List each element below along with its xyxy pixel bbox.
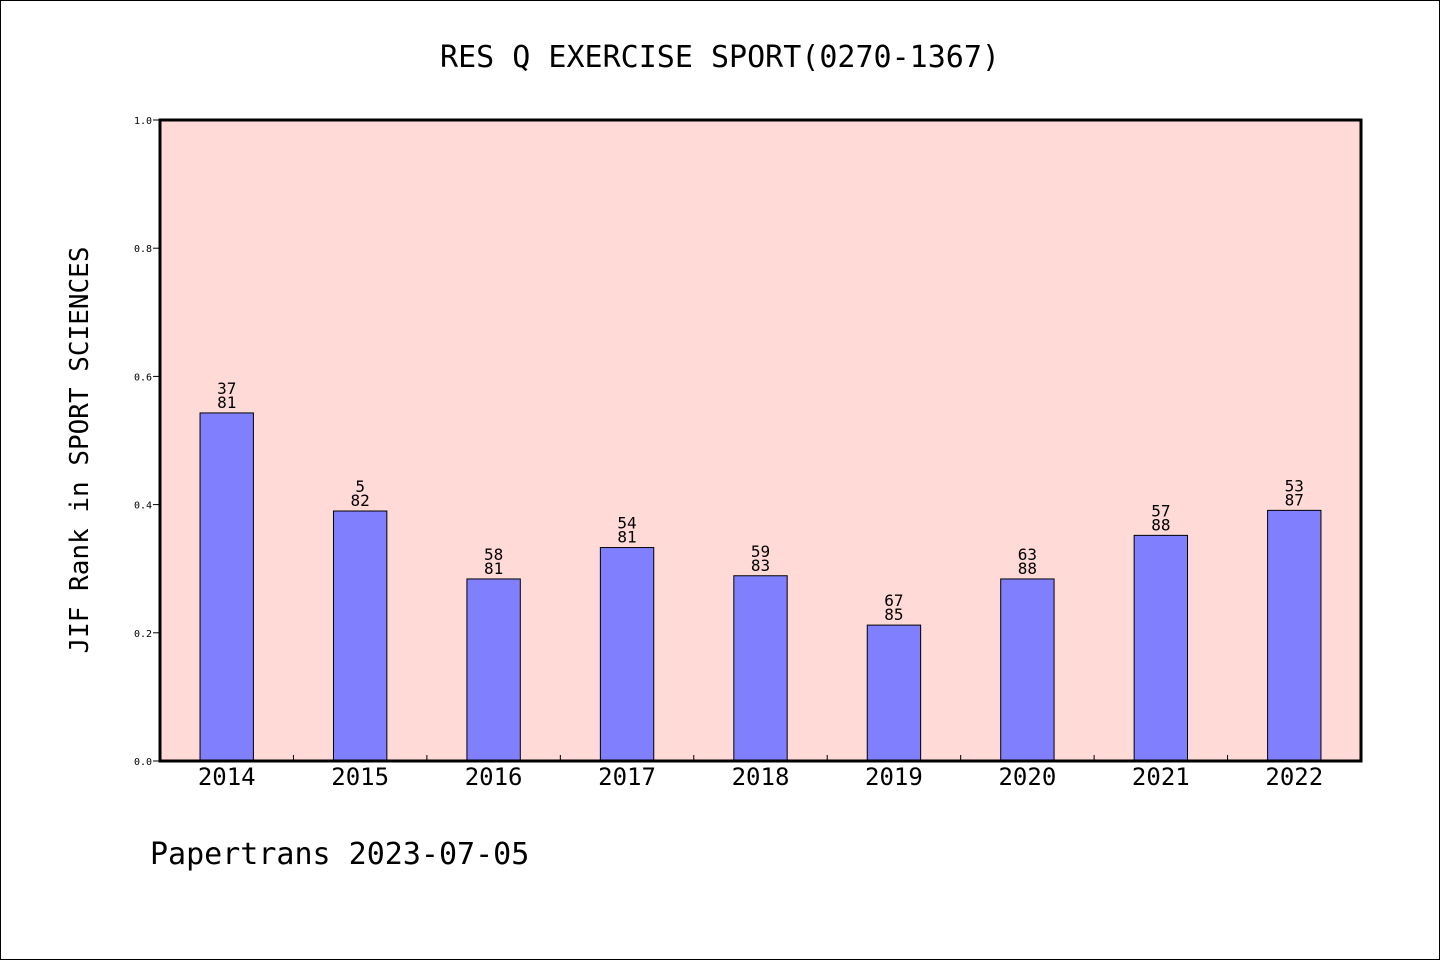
bar-2015 bbox=[332, 510, 388, 762]
y-tick-label: 0.0 bbox=[134, 757, 152, 768]
data-label-top: 57 bbox=[1151, 501, 1170, 520]
bar-2021 bbox=[1133, 534, 1189, 762]
y-tick-label: 1.0 bbox=[134, 116, 152, 127]
y-tick-label: 0.2 bbox=[134, 629, 152, 640]
data-label-bottom: 88 bbox=[1018, 559, 1037, 578]
data-label-top: 54 bbox=[617, 514, 636, 533]
x-tick-label: 2015 bbox=[331, 763, 389, 791]
y-axis-ticks: 0.0 0.2 0.4 0.6 0.8 1.0 bbox=[134, 116, 160, 768]
data-label-bottom: 81 bbox=[217, 393, 236, 412]
x-tick-label: 2019 bbox=[865, 763, 923, 791]
data-label-top: 63 bbox=[1018, 545, 1037, 564]
footer-text: Papertrans 2023-07-05 bbox=[150, 837, 529, 872]
y-tick-label: 0.6 bbox=[134, 372, 152, 383]
x-tick-label: 2018 bbox=[732, 763, 790, 791]
data-label-top: 67 bbox=[884, 591, 903, 610]
x-tick-label: 2020 bbox=[998, 763, 1056, 791]
x-axis-ticks: 2014 2015 2016 2017 2018 2019 2020 2021 2022 bbox=[198, 755, 1323, 791]
bar-2018 bbox=[733, 575, 788, 762]
data-label-top: 53 bbox=[1285, 476, 1304, 495]
bar-2014 bbox=[199, 412, 254, 762]
x-tick-label: 2014 bbox=[198, 763, 256, 791]
data-label-bottom: 85 bbox=[884, 605, 903, 624]
data-label-bottom: 81 bbox=[484, 559, 503, 578]
plot-border bbox=[158, 118, 1363, 763]
y-axis-label: JIF Rank in SPORT SCIENCES bbox=[65, 247, 95, 654]
bar-2016 bbox=[466, 578, 521, 762]
data-label-bottom: 87 bbox=[1285, 490, 1304, 509]
y-tick-label: 0.8 bbox=[134, 244, 152, 255]
data-label-bottom: 83 bbox=[751, 556, 770, 575]
bar-2017 bbox=[599, 547, 655, 762]
chart-title: RES Q EXERCISE SPORT(0270-1367) bbox=[440, 40, 1000, 75]
bar-2019 bbox=[866, 624, 922, 762]
bar-2020 bbox=[1000, 578, 1055, 762]
data-label-top: 5 bbox=[355, 477, 365, 496]
data-label-bottom: 88 bbox=[1151, 515, 1170, 534]
data-label-top: 59 bbox=[751, 542, 770, 561]
x-tick-label: 2017 bbox=[598, 763, 656, 791]
bars bbox=[199, 412, 1322, 762]
data-label-top: 58 bbox=[484, 545, 503, 564]
x-tick-label: 2022 bbox=[1265, 763, 1323, 791]
bar-2022 bbox=[1267, 509, 1322, 762]
data-label-bottom: 82 bbox=[351, 491, 370, 510]
data-label-top: 37 bbox=[217, 379, 236, 398]
x-tick-label: 2021 bbox=[1132, 763, 1190, 791]
x-tick-label: 2016 bbox=[465, 763, 523, 791]
y-tick-label: 0.4 bbox=[134, 501, 152, 512]
data-label-bottom: 81 bbox=[617, 528, 636, 547]
